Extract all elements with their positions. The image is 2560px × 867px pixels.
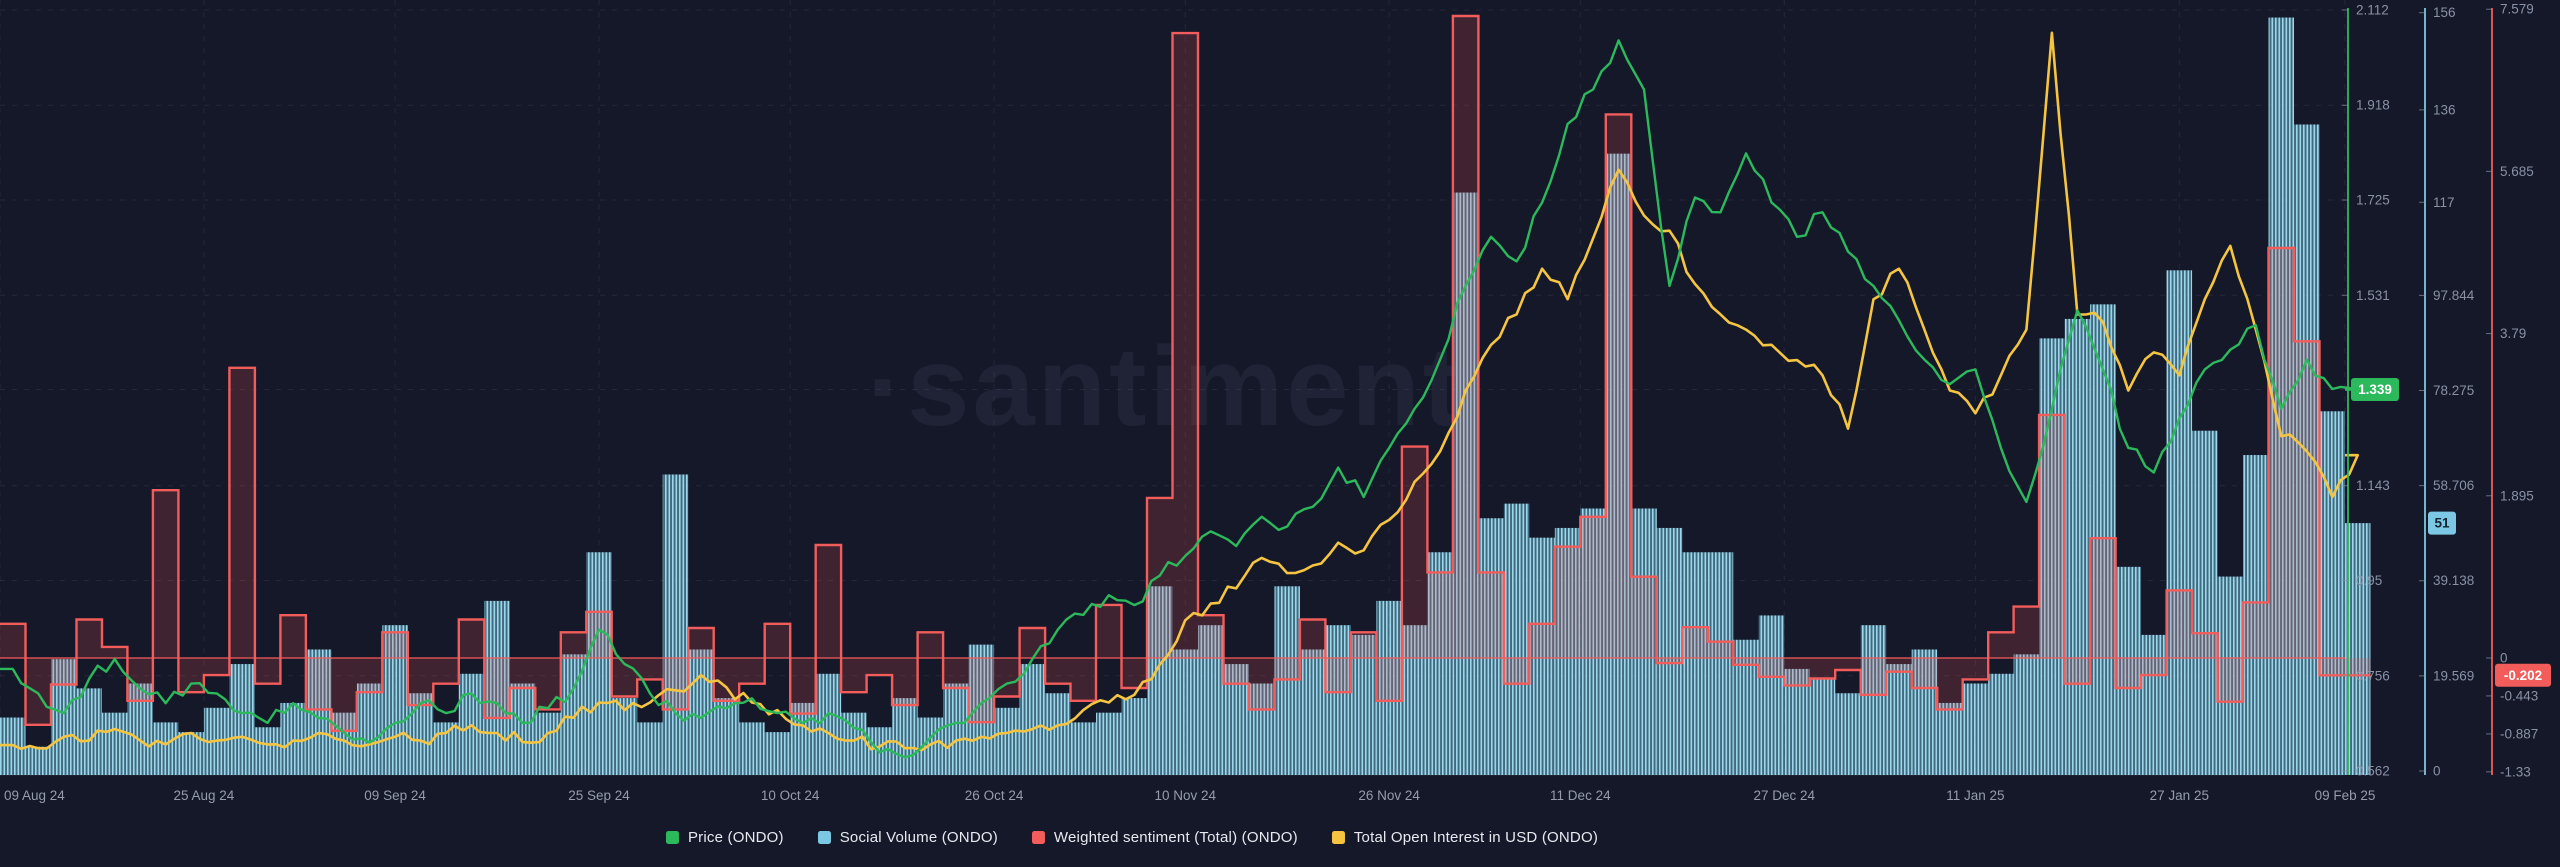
social-volume-tick-label: 78.275: [2433, 383, 2474, 398]
sentiment-tick-label: -1.33: [2500, 764, 2531, 779]
sentiment-tick-label: 3.79: [2500, 326, 2526, 341]
social-volume-tick-label: 19.569: [2433, 668, 2474, 683]
social-volume-bars: [0, 17, 2371, 775]
price-swatch-icon: [665, 831, 679, 844]
sentiment-swatch-icon: [1031, 831, 1045, 844]
legend-item-sentiment[interactable]: Weighted sentiment (Total) (ONDO): [1031, 829, 1298, 846]
price-tick-label: 1.725: [2356, 193, 2390, 208]
sentiment-tick-label: -0.443: [2500, 688, 2538, 703]
price-tick-label: 0.562: [2356, 764, 2390, 779]
sentiment-current-value-badge: [2495, 663, 2551, 687]
x-axis-label: 10 Oct 24: [761, 788, 820, 803]
social-volume-tick-label: 0: [2433, 764, 2441, 779]
price-tick-label: 1.531: [2356, 288, 2390, 303]
x-axis-label: 25 Sep 24: [568, 788, 630, 803]
legend-item-price[interactable]: Price (ONDO): [665, 829, 784, 846]
open-interest-line-series: [0, 31, 2359, 752]
x-axis-label: 25 Aug 24: [174, 788, 235, 803]
price-axis: 2.112 1.918 1.725 1.531 1.143 0.95 0.756 0.562 1…: [2342, 3, 2399, 779]
x-axis-label: 09 Sep 24: [364, 788, 426, 803]
x-axis-label: 09 Aug 24: [4, 788, 65, 803]
price-tick-label: 1.143: [2356, 478, 2390, 493]
x-axis-label: 09 Feb 25: [2315, 788, 2376, 803]
sentiment-tick-label: 0: [2500, 651, 2508, 666]
price-line-series: [0, 39, 2359, 759]
social-volume-swatch-icon: [817, 831, 831, 844]
price-tick-label: 0.95: [2356, 573, 2382, 588]
x-axis-label: 27 Jan 25: [2150, 788, 2209, 803]
price-tick-label: 2.112: [2356, 3, 2389, 18]
santiment-watermark: ·santiment: [867, 324, 1463, 449]
sentiment-current-value-text: -0.202: [2504, 668, 2542, 683]
x-axis-label: 27 Dec 24: [1753, 788, 1815, 803]
weighted-sentiment-series: [0, 14, 2371, 732]
x-axis-label: 26 Oct 24: [965, 788, 1024, 803]
price-tick-label: 0.756: [2356, 668, 2390, 683]
legend-label-social-volume: Social Volume (ONDO): [839, 829, 998, 846]
social-volume-tick-label: 117: [2433, 195, 2455, 210]
open-interest-swatch-icon: [1331, 831, 1345, 844]
social-volume-current-value-text: 51: [2434, 516, 2450, 531]
price-current-value-badge: [2351, 378, 2399, 402]
social-volume-current-value-badge: [2428, 511, 2456, 535]
x-axis: 09 Aug 24 25 Aug 24 09 Sep 24 25 Sep 24 10 O…: [4, 788, 2375, 803]
price-current-value-text: 1.339: [2358, 382, 2392, 397]
legend-label-sentiment: Weighted sentiment (Total) (ONDO): [1053, 829, 1298, 846]
social-volume-tick-label: 156: [2433, 5, 2456, 20]
x-axis-label: 11 Jan 25: [1946, 788, 2004, 803]
social-volume-tick-label: 136: [2433, 102, 2456, 117]
legend-item-open-interest[interactable]: Total Open Interest in USD (ONDO): [1331, 829, 1599, 846]
sentiment-tick-label: 7.579: [2500, 2, 2534, 17]
legend-label-open-interest: Total Open Interest in USD (ONDO): [1353, 829, 1599, 846]
social-volume-tick-label: 39.138: [2433, 573, 2474, 588]
x-axis-label: 11 Dec 24: [1550, 788, 1611, 803]
sentiment-axis: 7.579 5.685 3.79 1.895 0 -0.443 -0.887 -1.33 -0.…: [2486, 2, 2551, 779]
social-volume-tick-label: 58.706: [2433, 478, 2474, 493]
chart-legend: Price (ONDO) Social Volume (ONDO) Weight…: [665, 829, 1599, 846]
sentiment-tick-label: 5.685: [2500, 164, 2534, 179]
sentiment-tick-label: -0.887: [2500, 726, 2538, 741]
price-tick-label: 1.918: [2356, 98, 2390, 113]
social-volume-tick-label: 97.844: [2433, 288, 2475, 303]
legend-item-social-volume[interactable]: Social Volume (ONDO): [817, 829, 998, 846]
social-volume-axis: 156 136 117 97.844 78.275 58.706 39.138 19.569 0…: [2419, 5, 2475, 779]
x-axis-label: 10 Nov 24: [1154, 788, 1216, 803]
legend-label-price: Price (ONDO): [687, 829, 784, 846]
sentiment-tick-label: 1.895: [2500, 488, 2534, 503]
x-axis-label: 26 Nov 24: [1358, 788, 1420, 803]
